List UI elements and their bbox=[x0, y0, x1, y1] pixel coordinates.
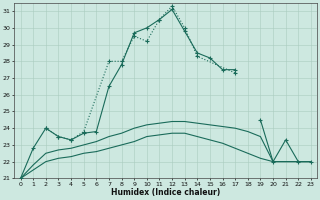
X-axis label: Humidex (Indice chaleur): Humidex (Indice chaleur) bbox=[111, 188, 220, 197]
